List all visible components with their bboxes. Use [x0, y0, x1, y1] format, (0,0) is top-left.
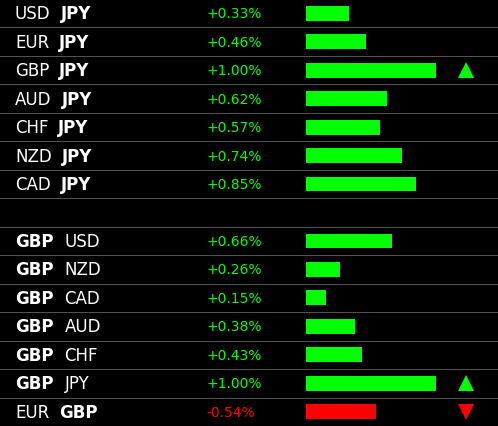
Bar	[306, 262, 340, 277]
Text: +0.43%: +0.43%	[207, 348, 262, 362]
Bar	[306, 177, 416, 192]
Text: GBP: GBP	[15, 289, 53, 307]
Text: USD: USD	[65, 233, 100, 250]
Text: GBP: GBP	[15, 233, 53, 250]
Text: +0.66%: +0.66%	[207, 234, 262, 248]
Text: +1.00%: +1.00%	[207, 377, 262, 390]
Text: JPY: JPY	[61, 5, 91, 23]
Text: JPY: JPY	[59, 62, 90, 80]
Text: CHF: CHF	[65, 346, 98, 364]
Text: NZD: NZD	[65, 261, 102, 279]
Text: AUD: AUD	[65, 318, 101, 336]
Text: AUD: AUD	[15, 90, 51, 108]
Text: EUR: EUR	[15, 403, 49, 421]
Text: JPY: JPY	[61, 176, 92, 193]
Text: +0.62%: +0.62%	[207, 92, 262, 106]
Bar	[306, 149, 402, 164]
Bar	[306, 291, 326, 305]
Bar	[306, 348, 362, 363]
Bar	[306, 92, 386, 107]
Text: JPY: JPY	[65, 374, 89, 392]
Text: +0.46%: +0.46%	[207, 36, 262, 49]
Text: JPY: JPY	[62, 147, 93, 165]
Text: CHF: CHF	[15, 119, 48, 137]
Bar	[306, 234, 392, 249]
Text: +0.57%: +0.57%	[207, 121, 262, 135]
Text: +0.33%: +0.33%	[207, 7, 262, 21]
Bar	[306, 376, 436, 391]
Text: GBP: GBP	[15, 318, 53, 336]
Text: JPY: JPY	[62, 90, 93, 108]
Text: CAD: CAD	[65, 289, 101, 307]
Bar	[306, 7, 349, 22]
Bar	[306, 63, 436, 78]
Text: GBP: GBP	[15, 346, 53, 364]
Text: +0.85%: +0.85%	[207, 178, 262, 192]
Text: GBP: GBP	[15, 261, 53, 279]
Text: +0.74%: +0.74%	[207, 149, 262, 163]
Text: +0.15%: +0.15%	[207, 291, 262, 305]
Text: JPY: JPY	[59, 34, 90, 52]
Text: +0.26%: +0.26%	[207, 263, 262, 277]
Text: NZD: NZD	[15, 147, 52, 165]
Text: GBP: GBP	[59, 403, 98, 421]
Text: USD: USD	[15, 5, 51, 23]
Bar	[306, 121, 380, 135]
Text: +0.38%: +0.38%	[207, 320, 262, 334]
Text: JPY: JPY	[58, 119, 89, 137]
Bar	[306, 35, 366, 50]
Bar	[306, 319, 356, 334]
Text: -0.54%: -0.54%	[207, 405, 255, 419]
Text: EUR: EUR	[15, 34, 49, 52]
Text: +1.00%: +1.00%	[207, 64, 262, 78]
Text: GBP: GBP	[15, 62, 49, 80]
Bar	[306, 404, 376, 419]
Text: GBP: GBP	[15, 374, 53, 392]
Text: CAD: CAD	[15, 176, 51, 193]
